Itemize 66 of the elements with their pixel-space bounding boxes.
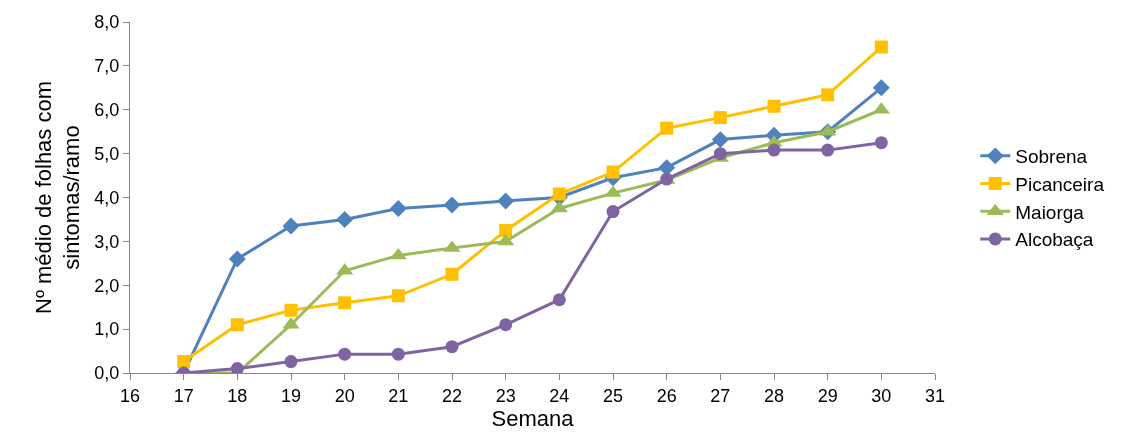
x-tick-label: 23	[495, 385, 516, 406]
point	[336, 210, 354, 228]
point	[660, 121, 674, 135]
x-tick-label: 29	[817, 385, 838, 406]
x-tick-label: 18	[227, 385, 248, 406]
legend-label: Alcobaça	[1015, 229, 1094, 251]
y-tick-label: 2,0	[94, 275, 120, 296]
point	[445, 340, 459, 354]
x-tick-label: 16	[119, 385, 141, 406]
point	[713, 111, 727, 125]
x-tick-label: 22	[441, 385, 463, 406]
x-tick-label: 20	[334, 385, 355, 406]
point	[872, 79, 890, 97]
point	[499, 223, 513, 237]
point	[497, 192, 515, 210]
point	[338, 347, 352, 361]
x-tick-label: 17	[173, 385, 194, 406]
point	[874, 40, 888, 54]
x-tick-label: 30	[871, 385, 892, 406]
x-tick-label: 26	[656, 385, 677, 406]
point	[391, 289, 405, 303]
point	[606, 205, 620, 219]
y-tick-label: 6,0	[94, 100, 120, 121]
point	[767, 143, 781, 157]
point	[550, 200, 568, 213]
point	[552, 187, 566, 201]
point	[284, 355, 298, 369]
y-tick-label: 7,0	[94, 56, 120, 77]
point	[874, 136, 888, 150]
point	[443, 196, 461, 214]
y-tick-label: 1,0	[94, 319, 120, 340]
y-tick-label: 3,0	[94, 231, 120, 252]
legend-label: Picanceira	[1015, 173, 1105, 195]
legend-label: Maiorga	[1015, 201, 1085, 223]
x-tick-label: 24	[549, 385, 570, 406]
x-tick-label: 27	[710, 385, 731, 406]
point	[338, 296, 352, 310]
point	[497, 233, 515, 246]
point	[284, 303, 298, 317]
point	[711, 131, 729, 149]
point	[821, 88, 835, 102]
y-tick-label: 4,0	[94, 187, 120, 208]
x-axis-title: Semana	[491, 405, 575, 431]
point	[767, 99, 781, 113]
y-axis-title: Nº médio de folhas com sintomas/ramo	[30, 80, 85, 315]
point	[230, 318, 244, 332]
point	[606, 165, 620, 179]
point	[282, 217, 300, 235]
legend-label: Sobrena	[1015, 146, 1088, 168]
x-tick-label: 31	[924, 385, 946, 406]
x-tick-label: 28	[763, 385, 785, 406]
y-tick-label: 0,0	[94, 363, 120, 384]
point	[389, 247, 407, 260]
point	[821, 143, 835, 157]
y-tick-label: 5,0	[94, 143, 120, 164]
point	[391, 347, 405, 361]
x-tick-label: 21	[388, 385, 409, 406]
point	[228, 250, 246, 268]
x-tick-label: 19	[280, 385, 302, 406]
point	[445, 267, 459, 281]
point	[552, 293, 566, 307]
y-tick-label: 8,0	[94, 12, 120, 33]
x-tick-label: 25	[602, 385, 624, 406]
point	[177, 355, 191, 369]
point	[389, 200, 407, 217]
point	[499, 318, 513, 332]
